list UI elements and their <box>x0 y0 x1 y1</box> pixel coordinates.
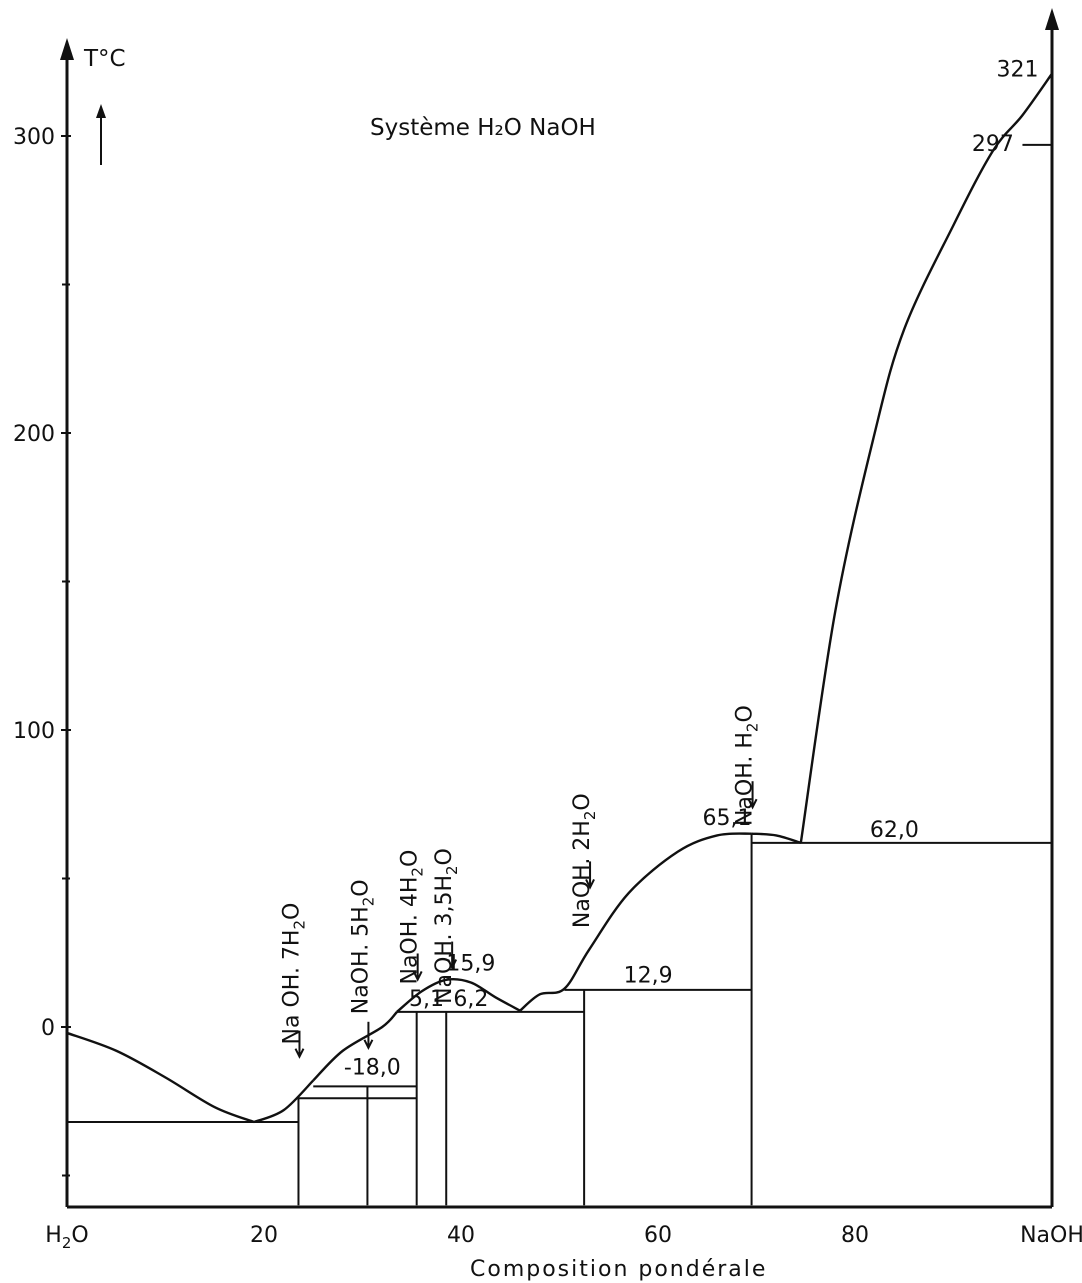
y-tick-label: 300 <box>13 125 55 150</box>
point-label: 65,1 <box>702 806 751 831</box>
x-tick-label: NaOH <box>1020 1223 1082 1248</box>
y-axis-label: T°C <box>83 46 126 72</box>
x-tick-label: H2O <box>45 1223 88 1252</box>
compound-arrowhead <box>747 798 758 810</box>
y-tick-label: 200 <box>13 422 55 447</box>
compound-arrowhead <box>447 959 458 970</box>
point-label: 321 <box>997 58 1039 83</box>
compound-arrowhead <box>294 1048 305 1059</box>
compound-label: NaOH. 4H2O <box>398 850 427 985</box>
chart-title: Système H₂O NaOH <box>370 115 596 141</box>
point-label: 6,2 <box>453 987 488 1012</box>
y-axis-arrowhead <box>60 38 74 60</box>
point-label: 12,9 <box>624 963 673 988</box>
compound-label: Na OH. 7H2O <box>279 903 308 1045</box>
liquidus-curve <box>312 1011 398 1082</box>
compound-label: NaOH. H2O <box>733 705 762 826</box>
y-tick-label: 100 <box>13 719 55 744</box>
x-axis-label: Composition pondérale <box>470 1257 767 1282</box>
liquidus-curve <box>66 1031 255 1124</box>
x-tick-label: 20 <box>250 1223 278 1248</box>
compound-label: NaOH. 3,5H2O <box>432 848 461 1004</box>
liquidus-curve <box>396 977 521 1013</box>
point-label: 5,1 <box>409 987 444 1012</box>
point-label: -18,0 <box>344 1056 401 1081</box>
temperature-arrowhead <box>96 104 106 118</box>
compound-label: NaOH. 5H2O <box>348 879 377 1014</box>
right-axis-arrowhead <box>1045 8 1059 30</box>
compound-arrowhead <box>412 971 423 982</box>
compound-label: NaOH. 2H2O <box>570 793 599 928</box>
point-label: 62,0 <box>870 818 919 843</box>
liquidus-curve <box>799 72 1053 844</box>
x-tick-label: 40 <box>447 1223 475 1248</box>
compound-arrowhead <box>363 1039 374 1051</box>
liquidus-curve <box>253 1079 315 1124</box>
liquidus-curve <box>519 832 752 1012</box>
y-tick-label: 0 <box>41 1016 55 1041</box>
point-label: 297 <box>972 132 1014 157</box>
liquidus-curve <box>751 832 802 845</box>
compound-arrowhead <box>585 878 595 890</box>
x-tick-label: 80 <box>841 1223 869 1248</box>
x-tick-label: 60 <box>644 1223 672 1248</box>
